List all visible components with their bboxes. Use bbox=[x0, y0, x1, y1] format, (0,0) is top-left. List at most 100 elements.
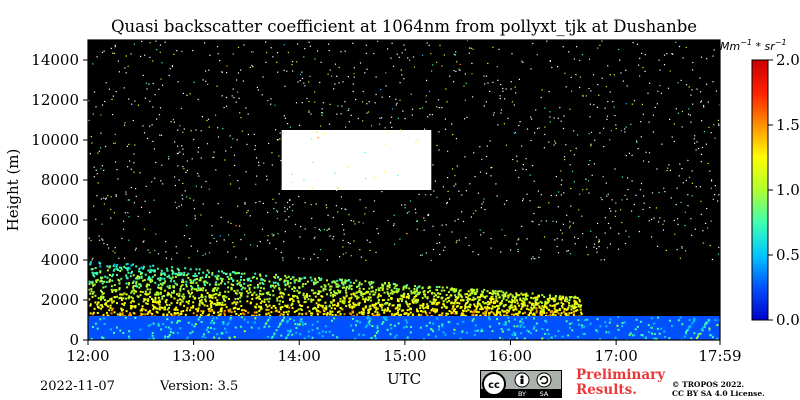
heatmap-pixel bbox=[358, 290, 361, 293]
heatmap-pixel bbox=[497, 294, 500, 296]
heatmap-pixel bbox=[123, 265, 126, 268]
noise-pixel bbox=[278, 193, 280, 195]
noise-pixel bbox=[114, 44, 116, 46]
noise-pixel bbox=[687, 205, 689, 207]
heatmap-pixel bbox=[277, 282, 279, 285]
noise-pixel bbox=[128, 216, 130, 218]
heatmap-pixel bbox=[564, 312, 567, 315]
heatmap-pixel bbox=[390, 289, 393, 292]
noise-pixel bbox=[393, 243, 396, 245]
noise-pixel bbox=[610, 129, 612, 132]
heatmap-pixel bbox=[514, 301, 516, 304]
heatmap-pixel bbox=[328, 326, 330, 328]
heatmap-pixel bbox=[110, 288, 113, 291]
heatmap-pixel bbox=[336, 292, 338, 295]
noise-pixel bbox=[436, 144, 438, 147]
noise-pixel bbox=[159, 134, 161, 136]
noise-pixel bbox=[339, 256, 341, 258]
noise-pixel bbox=[357, 117, 359, 120]
heatmap-pixel bbox=[379, 294, 382, 297]
noise-pixel bbox=[446, 101, 448, 103]
heatmap-pixel bbox=[353, 319, 356, 322]
noise-pixel bbox=[406, 212, 408, 214]
heatmap-pixel bbox=[147, 324, 150, 327]
heatmap-pixel bbox=[314, 279, 317, 282]
heatmap-pixel bbox=[214, 296, 217, 299]
heatmap-pixel bbox=[377, 287, 380, 290]
noise-pixel bbox=[490, 247, 492, 249]
heatmap-pixel bbox=[130, 264, 133, 267]
noise-pixel bbox=[614, 215, 616, 217]
noise-pixel bbox=[672, 53, 674, 55]
heatmap-pixel bbox=[91, 282, 94, 285]
heatmap-pixel bbox=[530, 306, 533, 309]
noise-pixel bbox=[522, 198, 524, 200]
noise-pixel bbox=[639, 75, 641, 77]
cc-by-sa-license-badge[interactable]: cc BY SA bbox=[480, 370, 562, 398]
heatmap-pixel bbox=[395, 284, 398, 287]
heatmap-pixel bbox=[161, 284, 164, 286]
heatmap-pixel bbox=[490, 299, 492, 302]
noise-pixel bbox=[115, 91, 117, 93]
noise-pixel bbox=[604, 232, 606, 234]
noise-pixel bbox=[365, 207, 367, 209]
noise-pixel bbox=[125, 72, 127, 74]
heatmap-pixel bbox=[313, 307, 316, 310]
noise-pixel bbox=[606, 247, 609, 249]
heatmap-pixel bbox=[507, 311, 510, 314]
heatmap-pixel bbox=[289, 324, 291, 327]
noise-pixel bbox=[271, 152, 273, 154]
noise-pixel bbox=[516, 243, 518, 245]
heatmap-pixel bbox=[514, 318, 516, 321]
heatmap-pixel bbox=[300, 318, 303, 321]
heatmap-pixel bbox=[496, 290, 499, 293]
heatmap-pixel bbox=[559, 295, 561, 298]
noise-pixel bbox=[581, 215, 583, 217]
heatmap-pixel bbox=[423, 338, 425, 340]
noise-pixel bbox=[399, 129, 401, 131]
noise-pixel bbox=[647, 92, 649, 94]
noise-pixel bbox=[443, 249, 445, 251]
noise-pixel bbox=[668, 164, 670, 166]
noise-pixel bbox=[658, 191, 660, 194]
heatmap-pixel bbox=[365, 297, 368, 300]
heatmap-pixel bbox=[128, 267, 131, 270]
noise-pixel bbox=[135, 188, 137, 190]
noise-pixel bbox=[530, 68, 532, 70]
heatmap-pixel bbox=[322, 287, 325, 290]
heatmap-pixel bbox=[204, 335, 207, 338]
heatmap-pixel bbox=[153, 338, 155, 340]
noise-pixel bbox=[332, 143, 334, 146]
heatmap-pixel bbox=[455, 311, 458, 314]
noise-pixel bbox=[262, 76, 264, 78]
heatmap-pixel bbox=[276, 327, 279, 329]
heatmap-pixel bbox=[217, 294, 220, 297]
noise-pixel bbox=[713, 124, 715, 126]
noise-pixel bbox=[96, 173, 98, 175]
heatmap-pixel bbox=[219, 310, 222, 313]
heatmap-pixel bbox=[390, 297, 393, 299]
heatmap-pixel bbox=[240, 305, 243, 308]
noise-pixel bbox=[453, 70, 455, 72]
heatmap-pixel bbox=[387, 308, 390, 311]
heatmap-pixel bbox=[151, 280, 154, 283]
heatmap-pixel bbox=[259, 282, 262, 285]
heatmap-pixel bbox=[358, 283, 361, 286]
heatmap-pixel bbox=[397, 304, 399, 306]
heatmap-pixel bbox=[477, 311, 480, 314]
noise-pixel bbox=[607, 65, 609, 67]
noise-pixel bbox=[636, 43, 639, 45]
noise-pixel bbox=[314, 91, 316, 93]
heatmap-pixel bbox=[248, 277, 251, 280]
noise-pixel bbox=[391, 42, 393, 44]
heatmap-pixel bbox=[165, 303, 168, 306]
noise-pixel bbox=[169, 68, 171, 70]
noise-pixel bbox=[438, 107, 440, 109]
heatmap-pixel bbox=[285, 336, 288, 339]
heatmap-pixel bbox=[460, 299, 462, 302]
noise-pixel bbox=[206, 119, 208, 122]
heatmap-pixel bbox=[372, 293, 375, 296]
heatmap-pixel bbox=[467, 308, 470, 311]
heatmap-pixel bbox=[454, 300, 457, 303]
heatmap-pixel bbox=[469, 310, 472, 313]
